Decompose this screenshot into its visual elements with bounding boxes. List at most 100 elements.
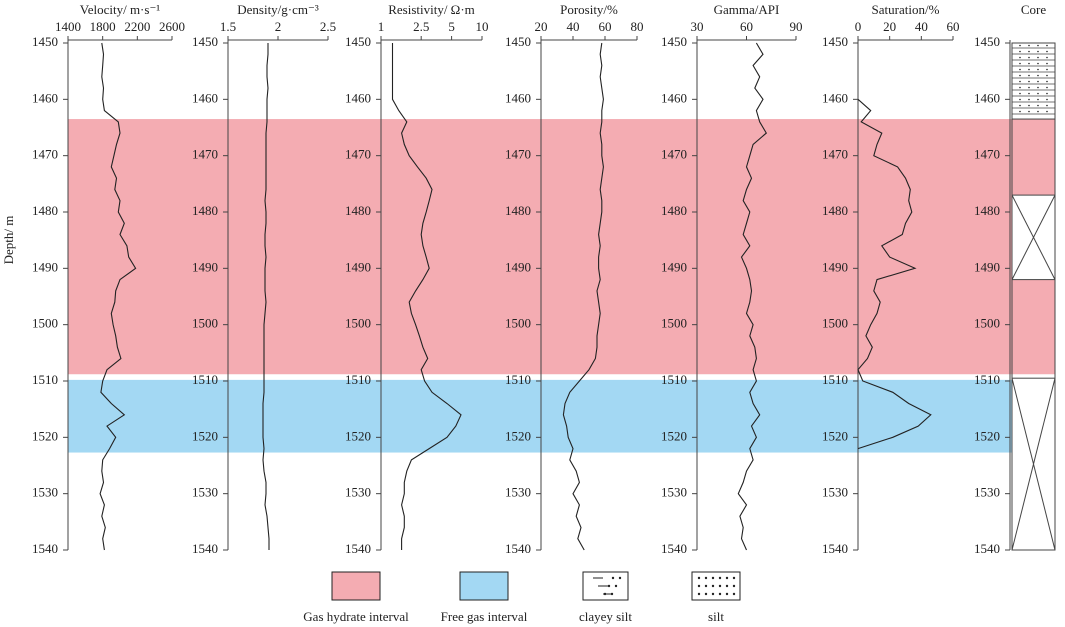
depth-tick-label: 1520 — [192, 428, 218, 443]
pattern-dot — [618, 576, 622, 580]
value-tick-label: 1400 — [55, 19, 81, 34]
core-dot — [1037, 80, 1039, 83]
depth-tick-label: 1460 — [345, 90, 371, 105]
depth-tick-label: 1450 — [974, 34, 1000, 49]
value-tick-label: 2200 — [124, 19, 150, 34]
depth-tick-label: 1460 — [192, 90, 218, 105]
depth-tick-label: 1490 — [345, 259, 371, 274]
core-dot — [1028, 68, 1030, 71]
depth-tick-label: 1520 — [822, 428, 848, 443]
interval-band — [68, 119, 1055, 375]
track-title: Saturation/% — [872, 2, 940, 17]
depth-tick-label: 1510 — [345, 372, 371, 387]
pattern-dot — [697, 584, 701, 588]
depth-tick-label: 1460 — [505, 90, 531, 105]
legend-label: Free gas interval — [441, 609, 528, 624]
legend-swatch — [459, 571, 509, 601]
depth-tick-label: 1510 — [505, 372, 531, 387]
depth-tick-label: 1470 — [822, 147, 848, 162]
core-dot — [1028, 80, 1030, 83]
core-dot — [1037, 92, 1039, 95]
depth-tick-label: 1470 — [192, 147, 218, 162]
core-dot — [1019, 92, 1021, 95]
value-tick-label: 60 — [740, 19, 753, 34]
depth-tick-label: 1510 — [822, 372, 848, 387]
value-tick-label: 2 — [275, 19, 282, 34]
core-dot — [1019, 104, 1021, 107]
depth-tick-label: 1480 — [974, 203, 1000, 218]
core-dot — [1037, 62, 1039, 65]
depth-tick-label: 1470 — [345, 147, 371, 162]
track-title: Velocity/ m·s⁻¹ — [80, 2, 161, 17]
pattern-dot — [603, 592, 607, 596]
core-cross — [1011, 378, 1056, 551]
depth-tick-label: 1460 — [974, 90, 1000, 105]
core-dot — [1037, 74, 1039, 77]
depth-tick-label: 1540 — [192, 541, 218, 556]
core-dot — [1046, 44, 1048, 47]
depth-tick-label: 1480 — [32, 203, 58, 218]
core-dot — [1019, 86, 1021, 89]
depth-tick-label: 1500 — [505, 316, 531, 331]
core-dot — [1028, 92, 1030, 95]
pattern-dot — [697, 576, 701, 580]
core-dot — [1037, 68, 1039, 71]
core-dot — [1037, 44, 1039, 47]
core-dot — [1037, 56, 1039, 59]
value-tick-label: 80 — [631, 19, 644, 34]
depth-tick-label: 1450 — [505, 34, 531, 49]
depth-tick-label: 1520 — [345, 428, 371, 443]
depth-tick-label: 1510 — [32, 372, 58, 387]
depth-tick-label: 1500 — [32, 316, 58, 331]
depth-tick-label: 1450 — [661, 34, 687, 49]
core-dot — [1046, 56, 1048, 59]
value-tick-label: 2.5 — [413, 19, 429, 34]
value-tick-label: 30 — [691, 19, 704, 34]
core-dot — [1028, 44, 1030, 47]
core-dot — [1019, 44, 1021, 47]
depth-tick-label: 1470 — [974, 147, 1000, 162]
core-dot — [1019, 68, 1021, 71]
depth-tick-label: 1540 — [822, 541, 848, 556]
core-dot — [1019, 56, 1021, 59]
depth-tick-label: 1500 — [661, 316, 687, 331]
pattern-dot — [611, 576, 615, 580]
core-dot — [1028, 62, 1030, 65]
value-tick-label: 1.5 — [220, 19, 236, 34]
core-dot — [1028, 74, 1030, 77]
depth-tick-label: 1510 — [661, 372, 687, 387]
depth-tick-label: 1480 — [661, 203, 687, 218]
depth-tick-label: 1520 — [505, 428, 531, 443]
legend-swatch — [331, 571, 381, 601]
pattern-dot — [718, 584, 722, 588]
core-dot — [1046, 98, 1048, 101]
core-dot — [1046, 110, 1048, 113]
pattern-dot — [704, 592, 708, 596]
depth-tick-label: 1530 — [505, 485, 531, 500]
depth-tick-label: 1510 — [192, 372, 218, 387]
depth-tick-label: 1500 — [822, 316, 848, 331]
core-dot — [1037, 50, 1039, 53]
core-dot — [1019, 80, 1021, 83]
value-tick-label: 60 — [947, 19, 960, 34]
value-tick-label: 5 — [448, 19, 455, 34]
pattern-dot — [607, 584, 611, 588]
core-dot — [1019, 110, 1021, 113]
log-curve — [562, 42, 604, 551]
log-curve — [391, 43, 462, 550]
value-tick-label: 10 — [476, 19, 489, 34]
depth-tick-label: 1500 — [345, 316, 371, 331]
core-dot — [1046, 104, 1048, 107]
pattern-dot — [704, 584, 708, 588]
pattern-dot — [711, 584, 715, 588]
log-curve — [99, 42, 137, 551]
depth-tick-label: 1470 — [505, 147, 531, 162]
value-tick-label: 20 — [535, 19, 548, 34]
value-tick-label: 40 — [567, 19, 580, 34]
pattern-dot — [732, 592, 736, 596]
core-dot — [1019, 74, 1021, 77]
core-dot — [1046, 74, 1048, 77]
depth-tick-label: 1540 — [345, 541, 371, 556]
depth-tick-label: 1450 — [345, 34, 371, 49]
core-dot — [1046, 92, 1048, 95]
